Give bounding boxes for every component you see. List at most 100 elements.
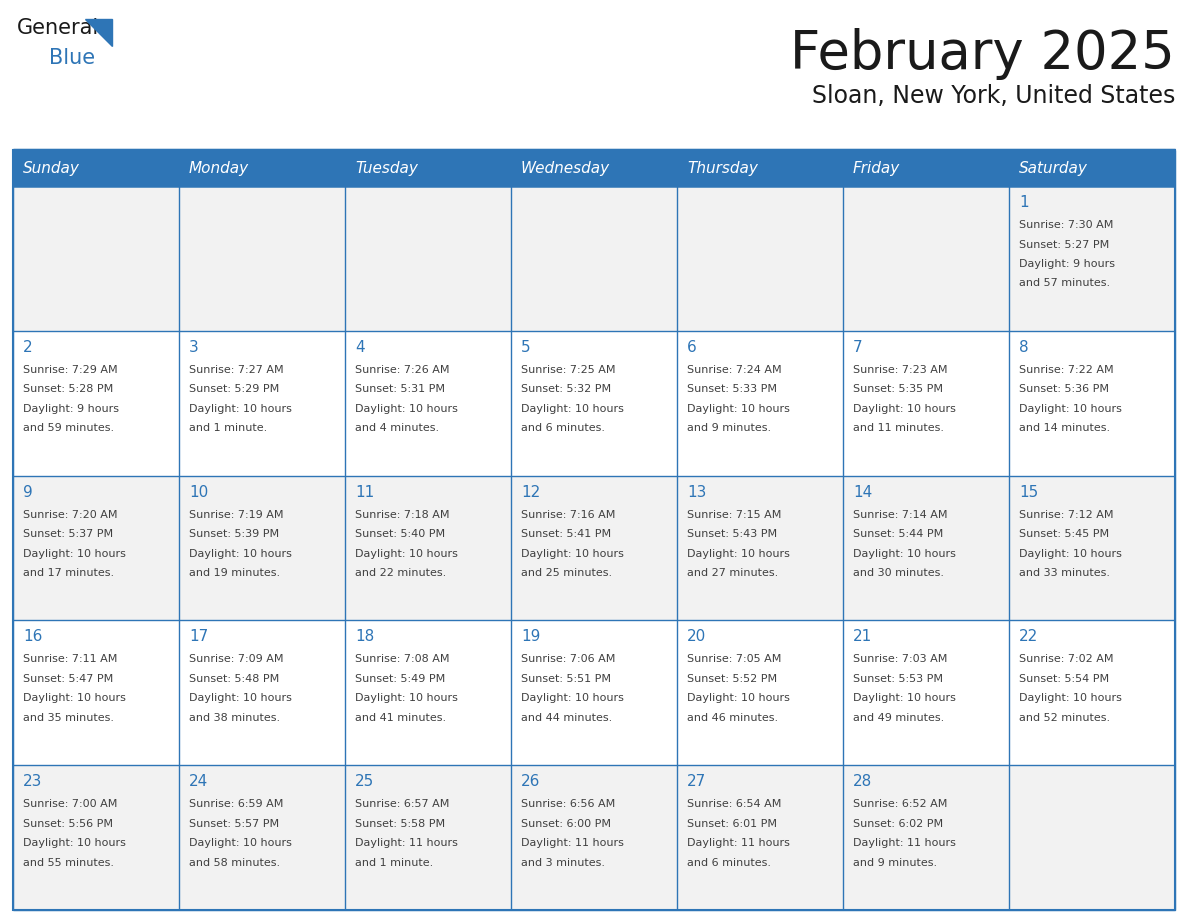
Text: Daylight: 10 hours: Daylight: 10 hours	[23, 549, 126, 558]
Text: and 58 minutes.: and 58 minutes.	[189, 857, 280, 868]
Text: Monday: Monday	[189, 161, 249, 175]
Text: Friday: Friday	[853, 161, 901, 175]
Bar	[345, 476, 511, 621]
Text: and 1 minute.: and 1 minute.	[189, 423, 267, 433]
Text: Sunrise: 7:11 AM: Sunrise: 7:11 AM	[23, 655, 118, 665]
Bar	[511, 186, 677, 330]
Text: and 11 minutes.: and 11 minutes.	[853, 423, 944, 433]
Text: Sunset: 5:35 PM: Sunset: 5:35 PM	[853, 385, 943, 395]
Text: and 6 minutes.: and 6 minutes.	[522, 423, 605, 433]
Text: and 41 minutes.: and 41 minutes.	[355, 713, 447, 722]
Text: Sunset: 5:33 PM: Sunset: 5:33 PM	[687, 385, 777, 395]
Text: 12: 12	[522, 485, 541, 499]
Text: and 19 minutes.: and 19 minutes.	[189, 568, 280, 578]
Text: 9: 9	[23, 485, 33, 499]
Text: Sunrise: 7:19 AM: Sunrise: 7:19 AM	[189, 509, 284, 520]
Text: Daylight: 10 hours: Daylight: 10 hours	[1019, 693, 1121, 703]
Text: Sunrise: 7:09 AM: Sunrise: 7:09 AM	[189, 655, 284, 665]
Text: Daylight: 10 hours: Daylight: 10 hours	[355, 404, 457, 414]
Text: Blue: Blue	[49, 48, 95, 68]
Text: Sloan, New York, United States: Sloan, New York, United States	[811, 84, 1175, 108]
Bar	[179, 150, 345, 186]
Text: Sunrise: 7:05 AM: Sunrise: 7:05 AM	[687, 655, 782, 665]
Text: Sunrise: 7:18 AM: Sunrise: 7:18 AM	[355, 509, 449, 520]
Text: Daylight: 10 hours: Daylight: 10 hours	[355, 549, 457, 558]
Text: 2: 2	[23, 340, 32, 354]
Bar	[1009, 330, 1175, 476]
Text: Sunrise: 6:52 AM: Sunrise: 6:52 AM	[853, 800, 947, 809]
Text: Saturday: Saturday	[1019, 161, 1088, 175]
Text: Sunrise: 7:25 AM: Sunrise: 7:25 AM	[522, 364, 615, 375]
Text: 13: 13	[687, 485, 707, 499]
Text: and 57 minutes.: and 57 minutes.	[1019, 278, 1110, 288]
Text: Sunrise: 7:29 AM: Sunrise: 7:29 AM	[23, 364, 118, 375]
Bar	[13, 766, 179, 910]
Bar	[843, 476, 1009, 621]
Text: Sunset: 5:32 PM: Sunset: 5:32 PM	[522, 385, 611, 395]
Text: Sunrise: 7:27 AM: Sunrise: 7:27 AM	[189, 364, 284, 375]
Text: Daylight: 10 hours: Daylight: 10 hours	[23, 838, 126, 848]
Text: Sunset: 5:57 PM: Sunset: 5:57 PM	[189, 819, 279, 829]
Bar	[843, 330, 1009, 476]
Text: and 38 minutes.: and 38 minutes.	[189, 713, 280, 722]
Text: and 59 minutes.: and 59 minutes.	[23, 423, 114, 433]
Text: Daylight: 10 hours: Daylight: 10 hours	[189, 693, 292, 703]
Text: Daylight: 10 hours: Daylight: 10 hours	[23, 693, 126, 703]
Text: Daylight: 10 hours: Daylight: 10 hours	[355, 693, 457, 703]
Text: and 49 minutes.: and 49 minutes.	[853, 713, 944, 722]
Text: Daylight: 10 hours: Daylight: 10 hours	[522, 549, 624, 558]
Bar	[677, 476, 843, 621]
Text: and 52 minutes.: and 52 minutes.	[1019, 713, 1110, 722]
Text: Sunrise: 6:59 AM: Sunrise: 6:59 AM	[189, 800, 284, 809]
Text: 5: 5	[522, 340, 531, 354]
Polygon shape	[86, 19, 112, 46]
Text: Daylight: 10 hours: Daylight: 10 hours	[522, 404, 624, 414]
Bar	[13, 621, 179, 766]
Text: Sunrise: 7:23 AM: Sunrise: 7:23 AM	[853, 364, 948, 375]
Bar	[345, 766, 511, 910]
Bar	[345, 330, 511, 476]
Bar	[511, 766, 677, 910]
Text: Daylight: 10 hours: Daylight: 10 hours	[189, 838, 292, 848]
Text: General: General	[17, 18, 100, 38]
Text: Sunset: 5:56 PM: Sunset: 5:56 PM	[23, 819, 113, 829]
Text: Sunrise: 6:56 AM: Sunrise: 6:56 AM	[522, 800, 615, 809]
Bar	[1009, 186, 1175, 330]
Bar	[1009, 621, 1175, 766]
Text: Sunday: Sunday	[23, 161, 80, 175]
Text: Sunset: 6:01 PM: Sunset: 6:01 PM	[687, 819, 777, 829]
Text: Daylight: 10 hours: Daylight: 10 hours	[522, 693, 624, 703]
Text: and 22 minutes.: and 22 minutes.	[355, 568, 447, 578]
Text: Daylight: 10 hours: Daylight: 10 hours	[1019, 549, 1121, 558]
Text: and 35 minutes.: and 35 minutes.	[23, 713, 114, 722]
Text: and 6 minutes.: and 6 minutes.	[687, 857, 771, 868]
Text: 10: 10	[189, 485, 208, 499]
Text: Daylight: 10 hours: Daylight: 10 hours	[687, 549, 790, 558]
Text: 26: 26	[522, 774, 541, 789]
Bar	[511, 476, 677, 621]
Text: and 1 minute.: and 1 minute.	[355, 857, 434, 868]
Text: 8: 8	[1019, 340, 1029, 354]
Text: Daylight: 10 hours: Daylight: 10 hours	[1019, 404, 1121, 414]
Text: Daylight: 10 hours: Daylight: 10 hours	[853, 549, 956, 558]
Text: Sunset: 5:40 PM: Sunset: 5:40 PM	[355, 529, 446, 539]
Text: Sunrise: 6:54 AM: Sunrise: 6:54 AM	[687, 800, 782, 809]
Text: Sunset: 5:49 PM: Sunset: 5:49 PM	[355, 674, 446, 684]
Text: Sunset: 5:48 PM: Sunset: 5:48 PM	[189, 674, 279, 684]
Text: 3: 3	[189, 340, 198, 354]
Text: 15: 15	[1019, 485, 1038, 499]
Bar	[1009, 766, 1175, 910]
Text: 1: 1	[1019, 195, 1029, 210]
Text: Sunset: 5:31 PM: Sunset: 5:31 PM	[355, 385, 446, 395]
Text: Sunset: 5:58 PM: Sunset: 5:58 PM	[355, 819, 446, 829]
Text: Daylight: 10 hours: Daylight: 10 hours	[687, 404, 790, 414]
Bar	[13, 476, 179, 621]
Text: Sunset: 5:53 PM: Sunset: 5:53 PM	[853, 674, 943, 684]
Text: Sunset: 5:52 PM: Sunset: 5:52 PM	[687, 674, 777, 684]
Bar	[345, 621, 511, 766]
Text: Wednesday: Wednesday	[522, 161, 611, 175]
Text: and 30 minutes.: and 30 minutes.	[853, 568, 944, 578]
Bar	[345, 186, 511, 330]
Text: Daylight: 11 hours: Daylight: 11 hours	[687, 838, 790, 848]
Bar	[843, 621, 1009, 766]
